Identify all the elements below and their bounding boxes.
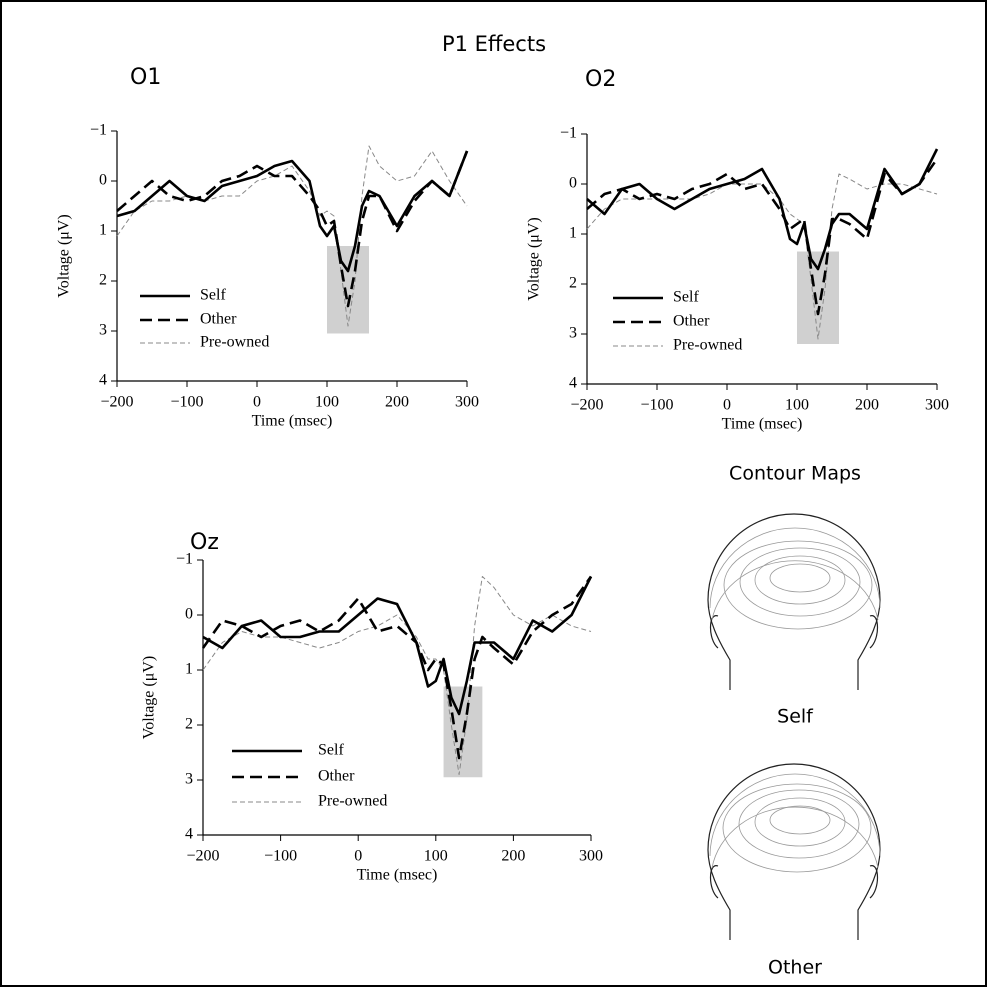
x-axis-label: Time (msec) — [722, 416, 803, 433]
y-tick-label: 2 — [569, 275, 577, 292]
x-tick-label: −100 — [264, 848, 297, 865]
y-tick-label: 1 — [185, 661, 193, 678]
x-tick-label: 100 — [785, 397, 809, 414]
x-tick-label: −100 — [170, 394, 203, 411]
chart-title: O1 — [130, 65, 161, 90]
y-tick-label: 3 — [569, 325, 577, 342]
x-tick-label: 200 — [501, 848, 525, 865]
x-tick-label: −200 — [100, 394, 133, 411]
y-tick-label: 3 — [99, 322, 107, 339]
y-tick-label: 2 — [185, 716, 193, 733]
x-axis-label: Time (msec) — [357, 867, 438, 884]
chart-title: Oz — [190, 530, 219, 555]
y-tick-label: 4 — [185, 826, 193, 843]
y-tick-label: −1 — [176, 551, 193, 568]
x-tick-label: 0 — [253, 394, 261, 411]
series-line — [116, 150, 469, 308]
x-tick-label: −200 — [186, 848, 219, 865]
series-line — [586, 173, 938, 340]
x-tick-label: 100 — [424, 848, 448, 865]
head-map — [707, 513, 881, 690]
x-tick-label: 300 — [579, 848, 603, 865]
line-chart: O1 −1 0 1 2 3 4 −200 −100 0 100 200 300 Time (msec) Vo… — [56, 65, 479, 430]
legend-label: Pre-owned — [673, 337, 742, 354]
y-axis-label: Voltage (μV) — [141, 656, 158, 739]
y-tick-label: 1 — [569, 225, 577, 242]
legend-label: Other — [318, 768, 355, 785]
series-line — [116, 150, 469, 273]
y-axis-label: Voltage (μV) — [56, 214, 73, 297]
y-tick-label: 2 — [99, 272, 107, 289]
x-axis-label: Time (msec) — [252, 413, 333, 430]
y-tick-label: 3 — [185, 771, 193, 788]
y-tick-label: −1 — [560, 125, 577, 142]
x-tick-label: 0 — [354, 848, 362, 865]
x-tick-label: 0 — [723, 397, 731, 414]
figure-title: P1 Effects — [442, 32, 546, 56]
y-tick-label: 0 — [185, 606, 193, 623]
y-tick-label: 4 — [99, 372, 107, 389]
legend-label: Pre-owned — [200, 334, 269, 351]
x-tick-label: −200 — [570, 397, 603, 414]
series-line — [586, 158, 939, 316]
x-tick-label: 200 — [855, 397, 879, 414]
head-map — [707, 763, 881, 940]
series-line — [586, 148, 939, 271]
legend-label: Other — [673, 313, 710, 330]
contour-maps-title: Contour Maps — [729, 463, 861, 485]
line-chart: O2 −1 0 1 2 3 4 −200 −100 0 100 200 300 Time (msec) Vo… — [526, 67, 949, 433]
legend-label: Pre-owned — [318, 793, 387, 810]
x-tick-label: 300 — [455, 394, 479, 411]
series-line — [201, 575, 593, 760]
legend-label: Other — [200, 311, 237, 328]
chart-title: O2 — [585, 67, 616, 92]
x-tick-label: −100 — [640, 397, 673, 414]
contour-label: Self — [777, 706, 814, 728]
x-tick-label: 200 — [385, 394, 409, 411]
x-tick-label: 300 — [925, 397, 949, 414]
y-tick-label: 4 — [569, 375, 577, 392]
y-tick-label: 1 — [99, 222, 107, 239]
y-axis-label: Voltage (μV) — [526, 217, 543, 300]
legend-label: Self — [200, 287, 226, 304]
x-tick-label: 100 — [315, 394, 339, 411]
series-line — [202, 575, 593, 716]
contour-label: Other — [768, 957, 822, 979]
y-tick-label: 0 — [569, 175, 577, 192]
shaded-region — [327, 246, 369, 334]
legend-label: Self — [318, 742, 344, 759]
y-tick-label: 0 — [99, 172, 107, 189]
legend-label: Self — [673, 289, 699, 306]
line-chart: Oz−1 0 1 2 3 4 −200 −100 0 100 200 300 Time (msec) Vo… — [141, 530, 603, 884]
y-tick-label: −1 — [90, 122, 107, 139]
